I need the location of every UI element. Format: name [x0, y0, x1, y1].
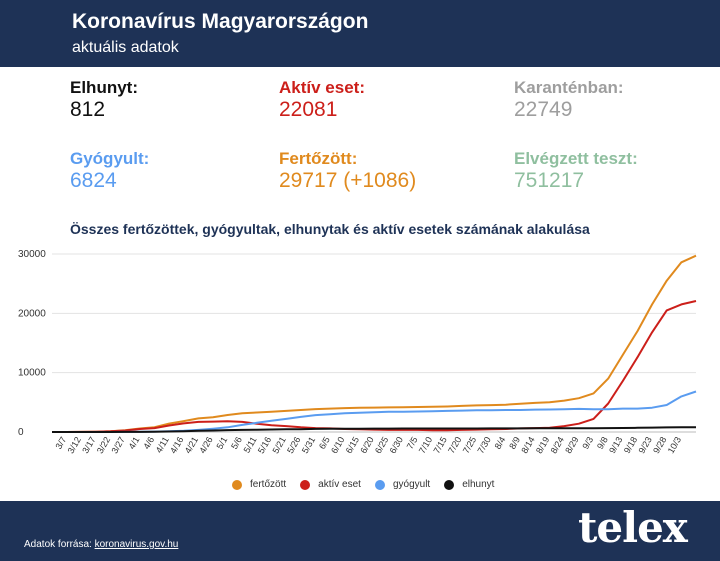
legend-label: elhunyt	[462, 479, 495, 490]
x-tick-label: 9/13	[607, 435, 624, 455]
stat-aktiv-eset: Aktív eset: 22081	[279, 78, 365, 122]
x-tick-label: 6/10	[329, 435, 346, 455]
x-tick-label: 8/19	[534, 435, 551, 455]
chart-title: Összes fertőzöttek, gyógyultak, elhunyta…	[70, 221, 590, 237]
x-tick-label: 8/14	[519, 435, 536, 455]
footer-bar: Adatok forrása: koronavirus.gov.hu telex	[0, 501, 720, 561]
x-tick-label: 8/29	[563, 435, 580, 455]
x-tick-label: 3/17	[80, 435, 97, 455]
x-tick-label: 5/16	[256, 435, 273, 455]
x-tick-label: 9/28	[651, 435, 668, 455]
x-tick-label: 5/26	[285, 435, 302, 455]
x-tick-label: 7/20	[446, 435, 463, 455]
legend-item: fertőzött	[232, 479, 286, 490]
x-tick-label: 9/23	[636, 435, 653, 455]
x-tick-label: 4/16	[168, 435, 185, 455]
x-tick-label: 10/3	[666, 435, 683, 455]
chart-legend: fertőzött aktív eset gyógyult elhunyt	[232, 479, 508, 490]
x-tick-label: 9/3	[580, 435, 595, 451]
legend-label: fertőzött	[250, 479, 287, 490]
x-tick-label: 3/22	[95, 435, 112, 455]
legend-item: gyógyult	[374, 479, 431, 490]
x-tick-label: 4/21	[183, 435, 200, 455]
x-tick-label: 5/31	[300, 435, 317, 455]
telex-logo: telex	[578, 503, 688, 552]
legend-marker	[232, 479, 242, 490]
stat-fertozott: Fertőzött: 29717 (+1086)	[279, 149, 416, 193]
stat-value: 751217	[514, 169, 585, 192]
x-tick-label: 3/27	[109, 435, 126, 455]
page-subtitle: aktuális adatok	[72, 39, 179, 56]
legend-marker	[374, 479, 385, 490]
stat-label: Fertőzött:	[279, 149, 358, 168]
x-tick-label: 5/21	[270, 435, 287, 455]
stat-karantenban: Karanténban: 22749	[514, 78, 624, 122]
stat-value: 812	[70, 98, 106, 121]
stat-label: Karanténban:	[514, 78, 624, 97]
x-tick-label: 4/1	[127, 435, 142, 451]
x-tick-label: 6/20	[358, 435, 375, 455]
legend-marker	[444, 479, 455, 490]
x-tick-label: 8/24	[549, 435, 566, 455]
x-tick-label: 9/18	[622, 435, 639, 455]
legend-label: gyógyult	[392, 479, 431, 490]
x-tick-label: 5/1	[214, 435, 229, 451]
legend-item: elhunyt	[444, 479, 494, 490]
y-tick-label: 0	[18, 427, 24, 438]
x-tick-label: 6/15	[344, 435, 361, 455]
stat-elvegzett-teszt: Elvégzett teszt: 751217	[514, 149, 638, 193]
x-tick-label: 3/12	[66, 435, 83, 455]
header-banner: Koronavírus Magyarországon aktuális adat…	[0, 0, 720, 67]
x-tick-label: 4/26	[197, 435, 214, 455]
stat-gyogyult: Gyógyult: 6824	[70, 149, 149, 193]
x-tick-label: 7/30	[475, 435, 492, 455]
page-title: Koronavírus Magyarországon	[72, 10, 369, 33]
stat-label: Aktív eset:	[279, 78, 365, 97]
x-tick-label: 7/15	[431, 435, 448, 455]
stat-label: Gyógyult:	[70, 149, 150, 168]
stat-label: Elvégzett teszt:	[514, 149, 638, 168]
x-tick-label: 5/11	[242, 435, 259, 455]
x-tick-label: 6/25	[373, 435, 390, 455]
legend-item: aktív eset	[300, 479, 361, 490]
x-tick-label: 7/25	[461, 435, 478, 455]
stat-value: 6824	[70, 169, 117, 192]
stat-label: Elhunyt:	[70, 78, 138, 97]
stat-value: 22749	[514, 98, 573, 121]
source-prefix: Adatok forrása:	[24, 539, 95, 550]
legend-label: aktív eset	[318, 479, 361, 490]
stat-elhunyt: Elhunyt: 812	[70, 78, 138, 122]
x-tick-label: 7/10	[417, 435, 434, 455]
series-line-fertőzött	[52, 254, 697, 433]
y-tick-label: 10000	[18, 368, 46, 379]
legend-marker	[300, 479, 311, 490]
series-line-elhunyt	[52, 426, 697, 433]
data-source: Adatok forrása: koronavirus.gov.hu	[24, 539, 178, 550]
stat-value: 22081	[279, 98, 338, 121]
x-tick-label: 6/30	[388, 435, 405, 455]
x-tick-label: 8/4	[493, 435, 508, 451]
source-link[interactable]: koronavirus.gov.hu	[94, 539, 179, 550]
stat-value: 29717 (+1086)	[279, 169, 417, 192]
x-tick-label: 4/11	[154, 435, 171, 455]
y-tick-label: 20000	[18, 308, 46, 319]
y-tick-label: 30000	[18, 249, 46, 260]
